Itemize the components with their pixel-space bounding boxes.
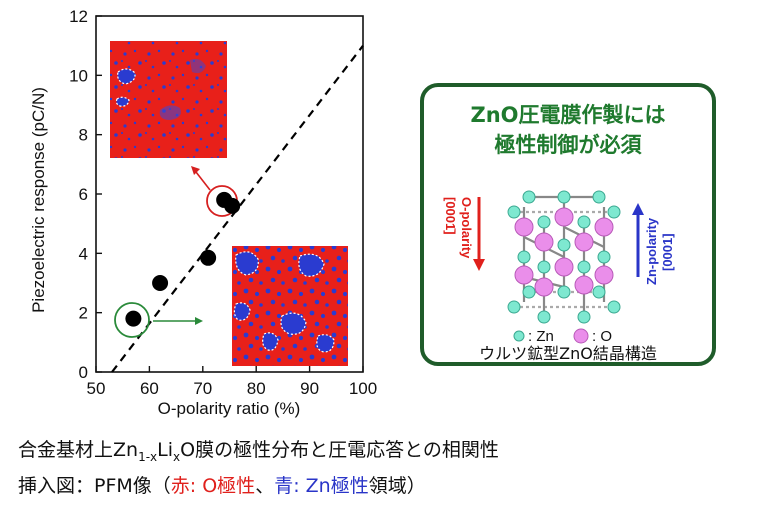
- y-tick-label: 6: [79, 185, 88, 204]
- x-tick-label: 50: [87, 379, 106, 398]
- caption-text: Li: [157, 439, 173, 461]
- pfm-inset-high-o: [110, 41, 227, 158]
- y-tick-label: 8: [79, 126, 88, 145]
- caption-text: 合金基材上Zn: [18, 439, 138, 461]
- caption-text: 、: [255, 475, 274, 497]
- x-tick-label: 90: [300, 379, 319, 398]
- caption-text: 領域）: [369, 475, 426, 497]
- o-polarity-indicator: O-polarity [0001̄]: [443, 197, 485, 271]
- arrow-head-lower: [195, 317, 203, 325]
- wurtzite-structure-figure: O-polarity [0001̄] Zn-polarity [0001]: [424, 167, 712, 367]
- x-tick-label: 60: [140, 379, 159, 398]
- y-tick-label: 10: [69, 66, 88, 85]
- x-tick-label: 70: [193, 379, 212, 398]
- pfm-inset-low-o: [232, 246, 348, 366]
- caption-text: O膜の極性分布と圧電応答との相関性: [180, 439, 499, 461]
- data-point: [200, 250, 216, 266]
- zn-direction-label: [0001]: [660, 233, 675, 271]
- caption-line-1: 合金基材上Zn1-xLixO膜の極性分布と圧電応答との相関性: [18, 436, 499, 472]
- info-title-line1: ZnO圧電膜作製には: [424, 99, 712, 129]
- caption-red-text: 赤: O極性: [171, 475, 255, 497]
- caption-text: 挿入図：PFM像（: [18, 475, 171, 497]
- arrow-to-upper-inset: [196, 172, 210, 190]
- y-tick-label: 2: [79, 304, 88, 323]
- data-point: [125, 311, 141, 327]
- y-tick-label: 0: [79, 363, 88, 382]
- o-direction-label: [0001̄]: [443, 197, 458, 235]
- x-tick-label: 80: [247, 379, 266, 398]
- y-tick-label: 4: [79, 244, 88, 263]
- arrow-head-upper: [191, 166, 200, 175]
- figure-caption: 合金基材上Zn1-xLixO膜の極性分布と圧電応答との相関性 挿入図：PFM像（…: [18, 436, 499, 501]
- caption-subscript: 1-x: [138, 450, 157, 464]
- zn-polarity-label: Zn-polarity: [644, 217, 659, 285]
- structure-caption: ウルツ鉱型ZnO結晶構造: [424, 340, 712, 364]
- info-title-line2: 極性制御が必須: [424, 129, 712, 159]
- y-axis-label: Piezoelectric response (pC/N): [29, 87, 48, 313]
- x-tick-label: 100: [349, 379, 377, 398]
- x-axis-label: O-polarity ratio (%): [158, 399, 301, 418]
- data-point: [224, 198, 240, 214]
- data-point: [152, 275, 168, 291]
- znO-info-box: ZnO圧電膜作製には 極性制御が必須 O-polarity [0001̄] Zn…: [420, 83, 716, 366]
- o-polarity-label: O-polarity: [459, 197, 474, 259]
- zn-polarity-indicator: Zn-polarity [0001]: [632, 203, 675, 285]
- y-tick-label: 12: [69, 7, 88, 26]
- caption-line-2: 挿入図：PFM像（赤: O極性、青: Zn極性領域）: [18, 472, 499, 501]
- caption-blue-text: 青: Zn極性: [274, 475, 369, 497]
